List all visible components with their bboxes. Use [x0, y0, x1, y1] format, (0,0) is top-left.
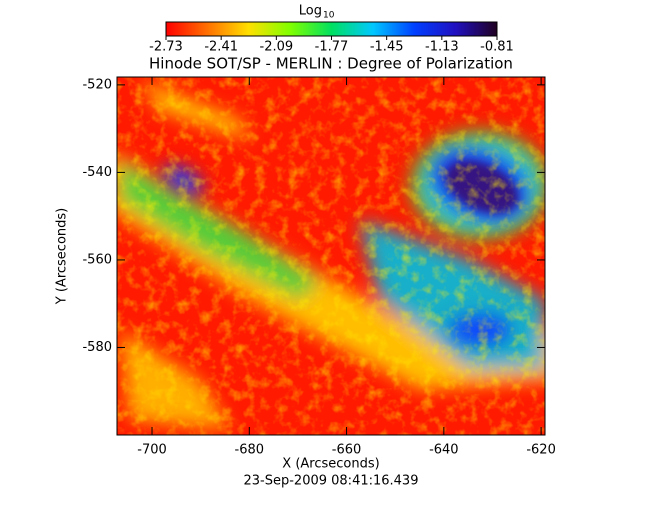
colorbar-label-sub: 10 [323, 11, 335, 21]
x-tick-label: -680 [235, 443, 265, 458]
plot-frame [116, 76, 546, 436]
colorbar-tick-label: -1.77 [315, 40, 349, 55]
x-tick-label: -620 [526, 443, 556, 458]
x-axis-label: X (Arcseconds) [282, 457, 379, 472]
y-axis-label: Y (Arcseconds) [55, 208, 70, 305]
y-tick-label: -580 [82, 340, 112, 355]
colorbar-tick-label: -0.81 [480, 40, 514, 55]
y-tick-label: -560 [82, 252, 112, 267]
colorbar-tick-label: -2.73 [149, 40, 183, 55]
colorbar-tick-label: -1.13 [425, 40, 459, 55]
footer-date: 23-Sep-2009 08:41:16.439 [244, 474, 419, 489]
colorbar [165, 21, 498, 37]
polarization-image [117, 77, 545, 435]
x-tick-label: -660 [332, 443, 362, 458]
colorbar-label: Log [299, 4, 322, 19]
x-tick-label: -700 [137, 443, 167, 458]
colorbar-tick-label: -2.09 [260, 40, 294, 55]
y-tick-label: -540 [82, 165, 112, 180]
chart-title: Hinode SOT/SP - MERLIN : Degree of Polar… [149, 55, 513, 73]
colorbar-tick-label: -2.41 [204, 40, 238, 55]
colorbar-tick-label: -1.45 [370, 40, 404, 55]
x-tick-label: -640 [429, 443, 459, 458]
y-tick-label: -520 [82, 77, 112, 92]
